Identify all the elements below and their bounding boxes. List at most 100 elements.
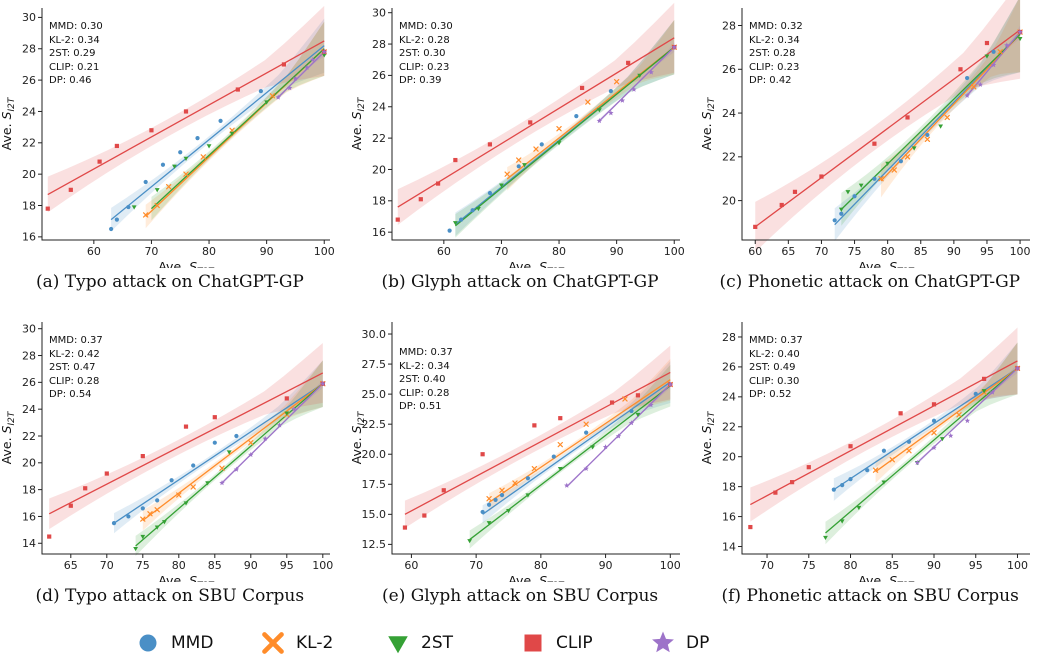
stats-box: MMD: 0.30 KL-2: 0.34 2ST: 0.29 CLIP: 0.21 DP…: [49, 20, 103, 88]
data-point-mmd: [839, 211, 844, 216]
data-point-dp: [990, 62, 997, 68]
confidence-band-2st: [841, 0, 1021, 226]
legend-item-mmd: MMD: [135, 628, 213, 658]
data-point-2st: [206, 144, 212, 149]
x-tick-label: 70: [144, 245, 158, 258]
data-point-mmd: [169, 478, 174, 483]
chart-svg: 20 22 24 26 28 60 65 70 75 80 85 90 95 100 Ave. ST2T Av…: [700, 0, 1031, 268]
fit-line-2st: [825, 367, 1018, 534]
data-point-clip: [806, 465, 811, 470]
data-point-mmd: [126, 514, 131, 519]
legend-marker-2st-icon: [388, 636, 408, 654]
data-point-kl-2: [531, 465, 538, 472]
data-point-clip: [183, 424, 189, 429]
data-point-2st: [467, 539, 473, 544]
data-point-mmd: [925, 132, 930, 138]
data-point-2st: [1017, 36, 1023, 42]
axis-spines: [391, 322, 680, 555]
data-point-mmd: [551, 454, 556, 459]
data-point-mmd: [447, 228, 452, 233]
confidence-band-kl-2: [142, 360, 323, 531]
data-point-2st: [154, 188, 160, 193]
data-point-mmd: [218, 118, 223, 123]
data-point-clip: [773, 490, 778, 495]
data-point-dp: [262, 435, 268, 441]
data-point-clip: [435, 181, 441, 186]
data-point-2st: [284, 411, 290, 416]
legend-marker: [139, 634, 157, 652]
x-tick-label: 85: [208, 559, 222, 572]
y-tick-label: 25.0: [362, 388, 387, 401]
stat-line: CLIP: 0.21: [49, 61, 100, 73]
data-point-clip: [635, 393, 641, 398]
y-tick-label: 12.5: [362, 538, 387, 551]
stats-box: MMD: 0.30 KL-2: 0.28 2ST: 0.30 CLIP: 0.23 DP…: [399, 20, 453, 88]
data-point-clip: [905, 115, 910, 120]
y-tick-label: 28: [22, 43, 36, 56]
confidence-band-clip: [397, 2, 675, 225]
confidence-band-2st: [825, 342, 1018, 545]
data-point-kl-2: [512, 480, 518, 486]
fit-line-kl-2: [142, 383, 324, 521]
y-tick-label: 22: [722, 151, 736, 164]
data-point-clip: [97, 159, 102, 164]
stat-line: CLIP: 0.30: [749, 375, 800, 387]
panel-caption: (a) Typo attack on ChatGPT-GP: [36, 272, 304, 292]
data-point-mmd: [881, 448, 887, 453]
data-point-clip: [558, 416, 563, 421]
stat-line: KL-2: 0.34: [399, 360, 450, 372]
x-tick-label: 100: [1010, 245, 1031, 258]
data-point-clip: [281, 62, 287, 67]
data-point-dp: [583, 465, 589, 471]
data-point-mmd: [459, 217, 464, 222]
data-point-dp: [1014, 365, 1021, 371]
legend-marker: [524, 634, 542, 652]
legend-marker-clip-icon: [524, 634, 542, 652]
y-axis-label: Ave. SI2T: [700, 410, 717, 464]
data-point-clip: [487, 142, 493, 147]
confidence-band-clip: [750, 327, 1018, 522]
x-tick-label: 80: [202, 245, 216, 258]
data-point-dp: [276, 422, 283, 428]
data-point-2st: [131, 205, 137, 210]
y-axis-label: Ave. SI2T: [0, 410, 17, 464]
data-point-clip: [441, 488, 446, 493]
x-tick-label: 70: [814, 245, 828, 258]
y-tick-label: 28: [722, 19, 736, 32]
stat-line: KL-2: 0.42: [49, 348, 100, 360]
y-tick-label: 18: [22, 483, 36, 496]
axis-spines: [391, 8, 680, 241]
data-point-mmd: [493, 497, 498, 503]
data-point-2st: [486, 521, 492, 526]
data-point-dp: [1004, 42, 1010, 48]
x-tick-label: 70: [494, 245, 508, 258]
y-tick-label: 27.5: [362, 358, 387, 371]
x-axis-label: Ave. ST2T: [158, 573, 215, 582]
chart-panel: 16 18 20 22 24 26 28 30 60 70 80 90 100 Ave. ST2T Ave.…: [0, 0, 350, 314]
fit-line-2st: [150, 48, 325, 210]
data-point-kl-2: [944, 114, 950, 121]
y-tick-label: 30: [22, 323, 36, 336]
legend-item-dp: DP: [650, 628, 709, 658]
stat-line: MMD: 0.37: [399, 347, 453, 358]
data-point-kl-2: [533, 146, 539, 152]
data-point-kl-2: [229, 127, 235, 133]
data-point-dp: [628, 420, 635, 426]
y-tick-label: 17.5: [362, 478, 387, 491]
stat-line: KL-2: 0.28: [399, 34, 450, 46]
panel-caption: (f) Phonetic attack on SBU Corpus: [721, 586, 1019, 606]
fit-line-dp: [277, 51, 325, 98]
x-tick-label: 80: [172, 559, 186, 572]
data-point-dp: [608, 110, 614, 116]
legend-marker-kl-2-icon: [262, 632, 284, 654]
data-point-dp: [310, 56, 316, 63]
fit-line-2st: [135, 383, 324, 547]
data-point-kl-2: [176, 492, 182, 498]
y-tick-label: 24: [722, 391, 736, 404]
data-point-dp: [964, 92, 970, 98]
y-tick-label: 20.0: [362, 448, 387, 461]
data-point-2st: [845, 190, 851, 195]
x-tick-label: 100: [1007, 559, 1028, 572]
data-point-dp: [931, 444, 937, 451]
data-point-clip: [626, 60, 631, 65]
